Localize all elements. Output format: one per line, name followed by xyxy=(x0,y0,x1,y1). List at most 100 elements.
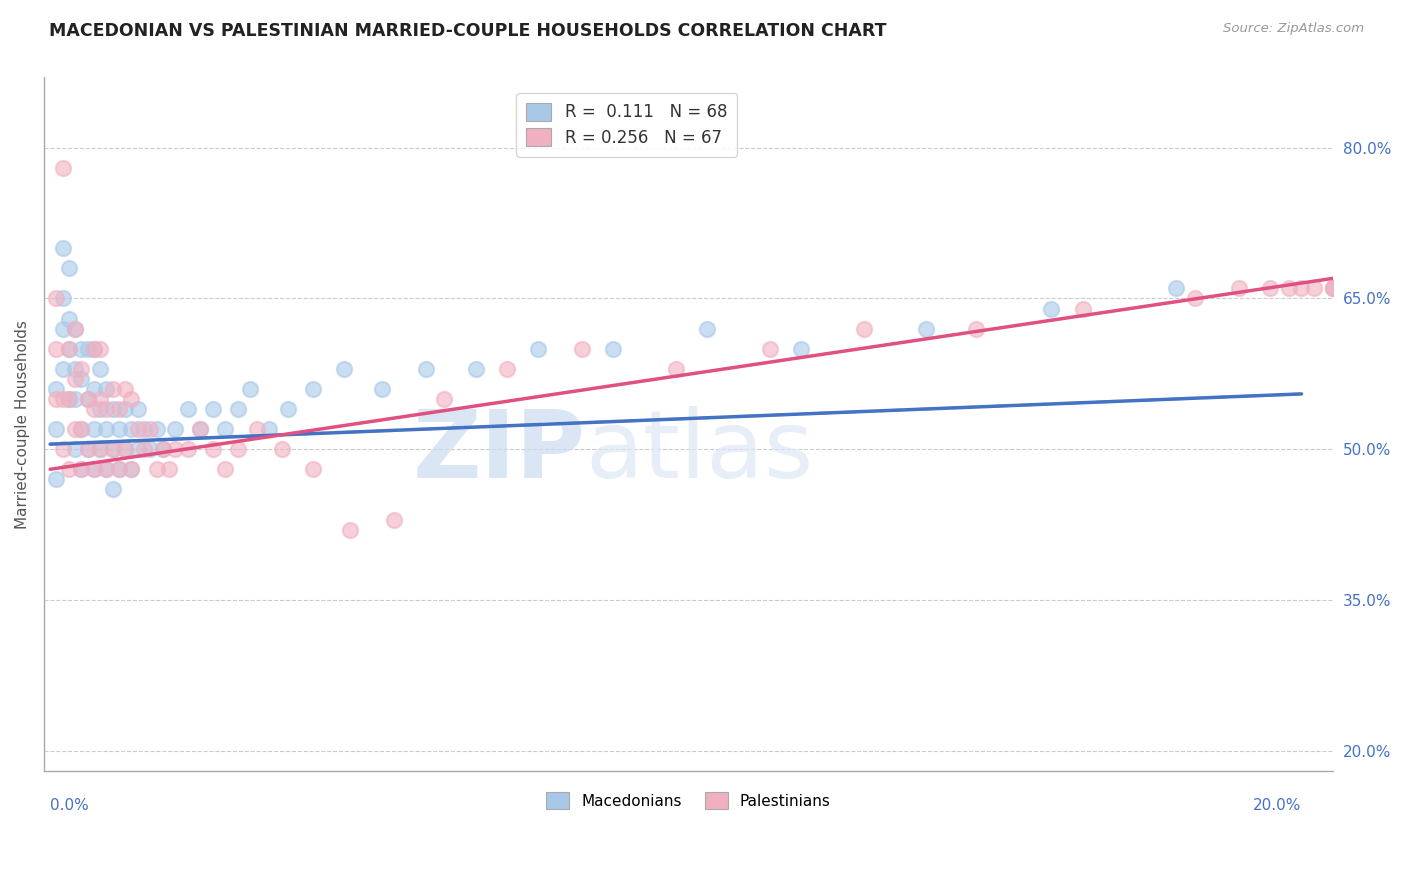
Y-axis label: Married-couple Households: Married-couple Households xyxy=(15,319,30,528)
Point xyxy=(157,462,180,476)
Point xyxy=(915,321,938,335)
Point xyxy=(89,442,111,457)
Point xyxy=(96,422,118,436)
Point xyxy=(226,402,249,417)
Point xyxy=(790,342,813,356)
Point xyxy=(188,422,211,436)
Point xyxy=(89,392,111,406)
Point xyxy=(83,422,105,436)
Point xyxy=(70,342,93,356)
Point xyxy=(52,361,75,376)
Point xyxy=(852,321,875,335)
Point xyxy=(127,422,149,436)
Point xyxy=(70,361,93,376)
Point xyxy=(76,392,98,406)
Point xyxy=(114,382,136,396)
Point xyxy=(571,342,593,356)
Point xyxy=(108,462,131,476)
Point xyxy=(139,442,162,457)
Point xyxy=(63,321,86,335)
Point xyxy=(83,342,105,356)
Point xyxy=(152,442,174,457)
Point xyxy=(76,392,98,406)
Point xyxy=(165,442,187,457)
Point xyxy=(63,321,86,335)
Point xyxy=(83,382,105,396)
Point xyxy=(101,483,124,497)
Point xyxy=(89,442,111,457)
Point xyxy=(1291,281,1313,295)
Point xyxy=(177,402,200,417)
Point xyxy=(1322,281,1344,295)
Point xyxy=(246,422,269,436)
Point xyxy=(45,382,67,396)
Point xyxy=(70,422,93,436)
Point xyxy=(257,422,280,436)
Point xyxy=(696,321,718,335)
Point xyxy=(52,161,75,175)
Point xyxy=(226,442,249,457)
Point xyxy=(108,462,131,476)
Point xyxy=(302,462,325,476)
Point xyxy=(665,361,688,376)
Point xyxy=(63,361,86,376)
Point xyxy=(83,402,105,417)
Point xyxy=(52,292,75,306)
Point xyxy=(121,392,143,406)
Point xyxy=(302,382,325,396)
Point xyxy=(339,523,361,537)
Point xyxy=(165,422,187,436)
Point xyxy=(201,402,224,417)
Point xyxy=(58,342,80,356)
Point xyxy=(270,442,292,457)
Text: 0.0%: 0.0% xyxy=(51,798,89,814)
Point xyxy=(63,372,86,386)
Point xyxy=(83,462,105,476)
Point xyxy=(45,392,67,406)
Point xyxy=(101,382,124,396)
Point xyxy=(70,372,93,386)
Legend: Macedonians, Palestinians: Macedonians, Palestinians xyxy=(540,786,837,815)
Point xyxy=(45,422,67,436)
Point xyxy=(70,422,93,436)
Point xyxy=(121,462,143,476)
Point xyxy=(1040,301,1063,316)
Point xyxy=(1071,301,1094,316)
Point xyxy=(52,321,75,335)
Point xyxy=(139,422,162,436)
Point xyxy=(214,462,236,476)
Point xyxy=(188,422,211,436)
Point xyxy=(58,392,80,406)
Point xyxy=(108,402,131,417)
Point xyxy=(52,392,75,406)
Point xyxy=(1322,281,1344,295)
Point xyxy=(277,402,299,417)
Text: ZIP: ZIP xyxy=(412,406,585,498)
Point xyxy=(965,321,987,335)
Point xyxy=(63,442,86,457)
Point xyxy=(70,462,93,476)
Point xyxy=(114,402,136,417)
Point xyxy=(96,382,118,396)
Point xyxy=(58,392,80,406)
Point xyxy=(70,462,93,476)
Point xyxy=(114,442,136,457)
Point xyxy=(1227,281,1250,295)
Point xyxy=(108,422,131,436)
Point xyxy=(496,361,519,376)
Point xyxy=(132,422,155,436)
Point xyxy=(52,442,75,457)
Point xyxy=(1166,281,1188,295)
Point xyxy=(333,361,356,376)
Point xyxy=(76,442,98,457)
Point xyxy=(127,402,149,417)
Point xyxy=(63,422,86,436)
Point xyxy=(1258,281,1281,295)
Point xyxy=(1278,281,1301,295)
Point xyxy=(89,402,111,417)
Point xyxy=(76,342,98,356)
Point xyxy=(45,292,67,306)
Point xyxy=(145,462,167,476)
Point xyxy=(101,402,124,417)
Point xyxy=(382,512,405,526)
